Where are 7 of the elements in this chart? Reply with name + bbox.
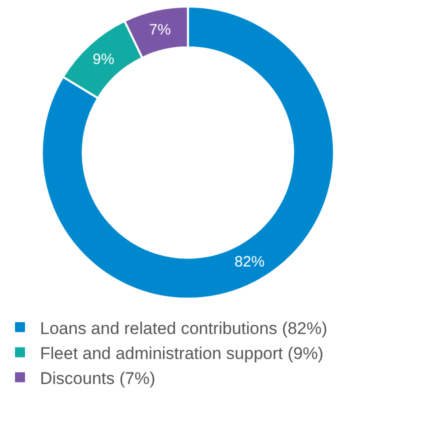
data-label: 9%	[92, 51, 114, 68]
legend-label: Discounts (7%)	[40, 368, 156, 388]
legend-label: Fleet and administration support (9%)	[40, 344, 324, 363]
data-label: 82%	[234, 254, 265, 271]
legend-label: Loans and related contributions (82%)	[40, 318, 328, 338]
donut-slice	[40, 6, 335, 300]
data-label: 7%	[149, 22, 171, 39]
